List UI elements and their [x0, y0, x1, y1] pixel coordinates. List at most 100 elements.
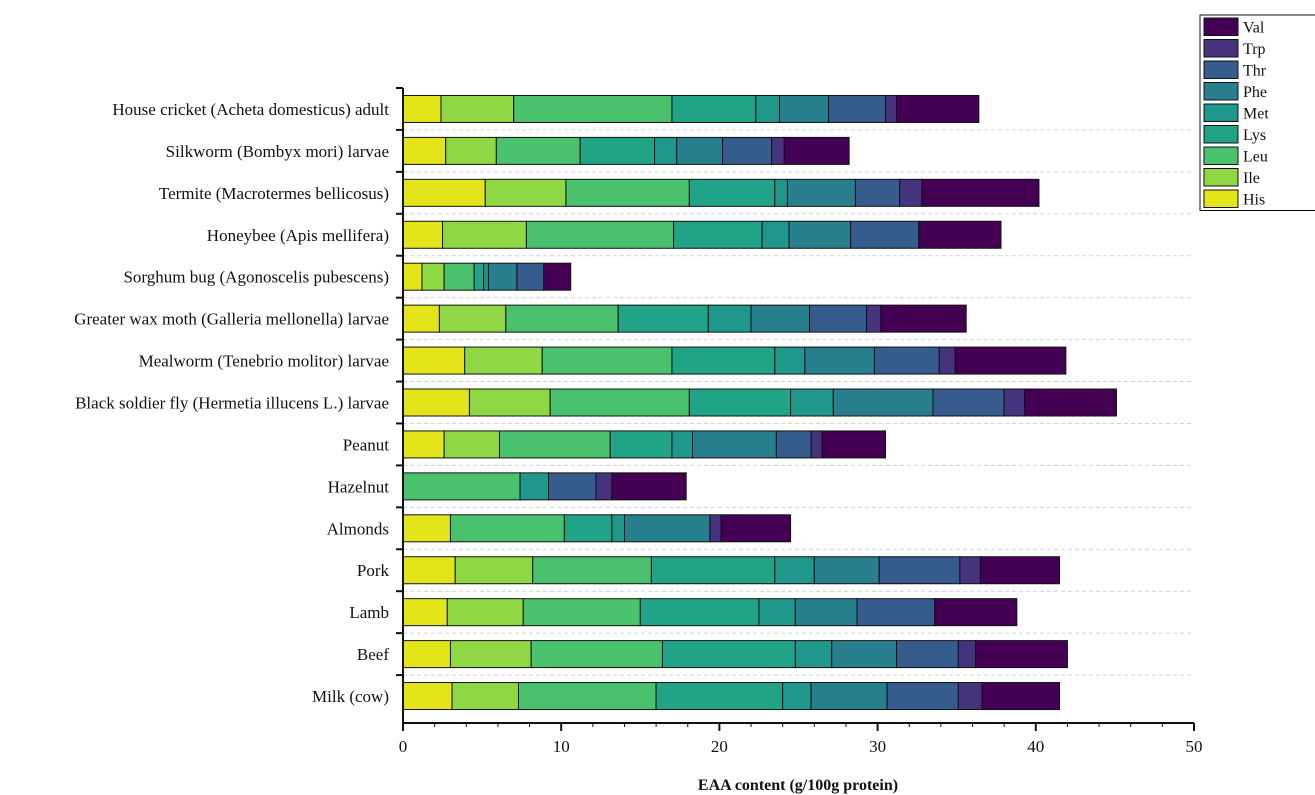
x-axis-title: EAA content (g/100g protein)	[698, 777, 898, 794]
bar-segment-met	[774, 346, 806, 375]
bar-segment-leu	[530, 640, 663, 669]
legend-swatch-ile	[1203, 168, 1239, 187]
bar-segment-his	[402, 640, 451, 669]
legend-swatch-leu	[1203, 146, 1239, 165]
bar-segment-trp	[709, 514, 722, 543]
bar-segment-thr	[828, 94, 887, 123]
bar-segment-his	[402, 514, 451, 543]
category-label: Sorghum bug (Agonoscelis pubescens)	[123, 268, 389, 287]
bar-segment-phe	[810, 682, 888, 711]
bar-segment-lys	[671, 94, 757, 123]
bar-segment-lys	[661, 640, 796, 669]
bar-segment-leu	[525, 220, 675, 249]
bar-segment-phe	[786, 178, 856, 207]
bar-segment-val	[611, 472, 687, 501]
legend-label: Trp	[1243, 41, 1266, 58]
bar-segment-trp	[595, 472, 613, 501]
bar-segment-met	[790, 388, 834, 417]
bar-segment-thr	[809, 304, 868, 333]
bar-segment-his	[402, 136, 447, 165]
bar-segment-val	[720, 514, 792, 543]
bar-segment-val	[954, 346, 1067, 375]
bar-segment-ile	[454, 556, 534, 585]
bar-segment-val	[783, 136, 850, 165]
bar-segment-his	[402, 220, 444, 249]
bar-segment-met	[755, 94, 781, 123]
bar-segment-ile	[438, 304, 507, 333]
category-label: Peanut	[343, 435, 390, 454]
bar-segment-ile	[468, 388, 551, 417]
bar-segment-his	[402, 598, 448, 627]
bar-segment-phe	[623, 514, 711, 543]
legend-swatch-thr	[1203, 60, 1239, 79]
bar-segment-phe	[813, 556, 880, 585]
bar-segment-thr	[856, 598, 936, 627]
bar-segment-ile	[484, 178, 567, 207]
x-tick-label: 30	[869, 737, 886, 756]
category-label: Black soldier fly (Hermetia illucens L.)…	[75, 394, 389, 413]
legend-label: His	[1243, 192, 1265, 209]
category-label: Lamb	[349, 603, 389, 622]
bar-segment-leu	[495, 136, 581, 165]
bar-segment-leu	[522, 598, 641, 627]
category-label: House cricket (Acheta domesticus) adult	[112, 100, 389, 119]
bar-segment-leu	[449, 514, 565, 543]
bars	[402, 94, 1117, 711]
bar-segment-leu	[565, 178, 690, 207]
bar-segment-ile	[451, 682, 519, 711]
bar-segment-phe	[692, 430, 777, 459]
bar-segment-ile	[443, 430, 501, 459]
bar-segment-leu	[499, 430, 611, 459]
bar-segment-trp	[771, 136, 785, 165]
bar-segment-trp	[957, 682, 983, 711]
bar-segment-thr	[932, 388, 1005, 417]
bar-segment-his	[402, 262, 423, 291]
legend-swatch-val	[1203, 17, 1239, 36]
bar-segment-leu	[549, 388, 690, 417]
bar-segment-trp	[866, 304, 882, 333]
bar-segment-lys	[579, 136, 656, 165]
bar-segment-lys	[473, 262, 485, 291]
bar-segment-ile	[442, 220, 527, 249]
bar-segment-leu	[517, 682, 657, 711]
bar-segment-thr	[886, 682, 959, 711]
bar-segment-phe	[487, 262, 518, 291]
bar-segment-lys	[650, 556, 776, 585]
bar-segment-thr	[850, 220, 920, 249]
bar-segment-thr	[516, 262, 545, 291]
bar-segment-trp	[1003, 388, 1026, 417]
category-labels: House cricket (Acheta domesticus) adult S…	[74, 100, 389, 706]
x-tick-label: 50	[1186, 737, 1203, 756]
legend-swatch-his	[1203, 189, 1239, 208]
bar-segment-his	[402, 94, 442, 123]
bar-segment-ile	[446, 598, 524, 627]
bar-segment-leu	[532, 556, 652, 585]
bar-segment-his	[402, 388, 470, 417]
bar-segment-his	[402, 304, 440, 333]
bar-segment-phe	[779, 94, 830, 123]
bar-segment-met	[782, 682, 812, 711]
bar-segment-thr	[878, 556, 961, 585]
bar-segment-trp	[810, 430, 823, 459]
bar-segment-his	[402, 178, 486, 207]
category-label: Milk (cow)	[312, 687, 389, 706]
bar-segment-met	[483, 262, 489, 291]
bar-segment-val	[1024, 388, 1117, 417]
bar-segment-thr	[896, 640, 959, 669]
bar-segment-trp	[959, 556, 981, 585]
bar-segment-phe	[750, 304, 811, 333]
bar-segment-phe	[788, 220, 852, 249]
bar-segment-met	[707, 304, 752, 333]
bar-segment-lys	[671, 346, 776, 375]
bar-segment-val	[981, 682, 1061, 711]
legend-label: Phe	[1243, 84, 1267, 101]
category-label: Mealworm (Tenebrio molitor) larvae	[139, 352, 389, 371]
bar-segment-his	[402, 682, 453, 711]
x-tick-label: 0	[399, 737, 408, 756]
bar-segment-met	[758, 598, 796, 627]
category-label: Greater wax moth (Galleria mellonella) l…	[74, 310, 389, 329]
bar-segment-leu	[541, 346, 673, 375]
legend-label: Leu	[1243, 149, 1268, 166]
bar-segment-his	[402, 346, 466, 375]
bar-segment-val	[934, 598, 1018, 627]
